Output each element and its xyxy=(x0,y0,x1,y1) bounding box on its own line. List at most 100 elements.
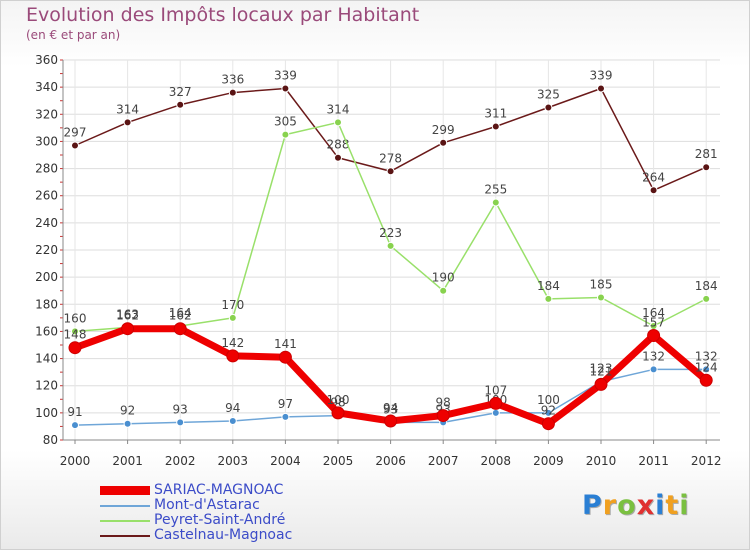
x-tick-label: 2011 xyxy=(638,454,669,468)
data-point xyxy=(281,412,290,421)
data-point xyxy=(439,286,448,295)
data-label: 278 xyxy=(379,151,402,165)
legend-label: Castelnau-Magnoac xyxy=(154,527,293,543)
y-tick-label: 80 xyxy=(43,433,58,447)
x-tick-label: 2005 xyxy=(323,454,354,468)
data-label: 141 xyxy=(274,337,297,351)
legend-label: Peyret-Saint-André xyxy=(154,512,286,528)
data-point xyxy=(541,417,555,431)
x-tick-label: 2002 xyxy=(165,454,196,468)
legend-swatch xyxy=(100,520,150,522)
data-point xyxy=(597,84,605,93)
x-tick-label: 2004 xyxy=(270,454,301,468)
data-label: 336 xyxy=(221,73,244,87)
x-tick-label: 2008 xyxy=(481,454,512,468)
x-tick-label: 2001 xyxy=(112,454,143,468)
data-label: 255 xyxy=(484,183,507,197)
x-tick-label: 2012 xyxy=(691,454,722,468)
data-point xyxy=(597,293,605,302)
data-label: 92 xyxy=(120,404,135,418)
data-label: 339 xyxy=(274,69,297,83)
data-label: 93 xyxy=(173,402,188,416)
data-label: 94 xyxy=(383,401,398,415)
x-tick-label: 2006 xyxy=(375,454,406,468)
data-label: 107 xyxy=(484,383,507,397)
data-label: 327 xyxy=(169,85,192,99)
data-label: 93 xyxy=(383,402,398,416)
y-tick-label: 280 xyxy=(35,162,58,176)
data-label: 184 xyxy=(695,279,718,293)
data-label: 339 xyxy=(590,69,613,83)
data-label: 157 xyxy=(642,316,665,330)
data-label: 163 xyxy=(116,307,139,321)
data-label: 98 xyxy=(436,396,451,410)
logo-letter: o xyxy=(617,490,637,521)
data-point xyxy=(228,417,237,425)
y-tick-label: 160 xyxy=(35,324,58,338)
data-point xyxy=(544,408,553,417)
data-label: 97 xyxy=(278,397,293,411)
data-point xyxy=(647,329,661,342)
x-tick-label: 2003 xyxy=(218,454,249,468)
logo-letter: r xyxy=(602,490,618,521)
data-point xyxy=(176,100,185,109)
data-label: 91 xyxy=(67,405,82,419)
data-label: 264 xyxy=(642,170,665,184)
data-point xyxy=(331,406,345,420)
y-tick-label: 360 xyxy=(35,53,58,67)
data-point xyxy=(649,365,658,374)
logo-letter: i xyxy=(655,490,666,521)
legend-label: Mont-d'Astarac xyxy=(154,497,260,513)
data-point xyxy=(489,396,503,410)
proxiti-logo: Proxiti xyxy=(582,490,690,521)
data-label: 142 xyxy=(221,336,244,350)
data-label: 281 xyxy=(695,147,718,161)
data-point xyxy=(281,84,290,93)
data-label: 132 xyxy=(642,349,665,363)
x-tick-label: 2000 xyxy=(60,454,91,468)
data-point xyxy=(491,198,500,207)
data-point xyxy=(68,341,82,355)
data-label: 305 xyxy=(274,115,297,129)
data-label: 132 xyxy=(695,349,718,363)
data-point xyxy=(702,163,711,172)
logo-letter: x xyxy=(636,490,656,521)
data-point xyxy=(386,241,395,250)
data-label: 162 xyxy=(169,309,192,323)
data-point xyxy=(384,414,398,428)
data-label: 314 xyxy=(327,102,350,116)
y-tick-label: 120 xyxy=(35,379,58,393)
data-point xyxy=(491,122,500,131)
data-point xyxy=(71,421,79,430)
y-tick-label: 140 xyxy=(35,352,58,366)
y-tick-label: 320 xyxy=(35,107,58,121)
x-tick-label: 2007 xyxy=(428,454,459,468)
data-point xyxy=(544,103,553,112)
data-label: 124 xyxy=(695,360,718,374)
data-label: 164 xyxy=(642,306,665,320)
y-tick-label: 240 xyxy=(35,216,58,230)
data-point xyxy=(439,138,448,147)
data-label: 190 xyxy=(432,271,455,285)
data-point xyxy=(594,377,608,391)
data-label: 325 xyxy=(537,88,560,102)
logo-letter: t xyxy=(665,490,680,521)
data-label: 223 xyxy=(379,226,402,240)
legend-swatch xyxy=(100,486,150,495)
data-label: 92 xyxy=(541,404,556,418)
data-point xyxy=(228,88,237,97)
data-point xyxy=(544,294,553,303)
data-point xyxy=(699,373,713,387)
data-label: 314 xyxy=(116,102,139,116)
data-point xyxy=(702,294,711,303)
data-point xyxy=(334,118,342,127)
data-label: 288 xyxy=(327,138,350,152)
data-point xyxy=(281,130,290,139)
chart-subtitle: (en € et par an) xyxy=(26,28,121,42)
data-point xyxy=(278,350,292,364)
legend-swatch xyxy=(100,535,150,537)
data-label: 185 xyxy=(590,278,613,292)
data-label: 299 xyxy=(432,123,455,137)
data-point xyxy=(228,313,237,322)
